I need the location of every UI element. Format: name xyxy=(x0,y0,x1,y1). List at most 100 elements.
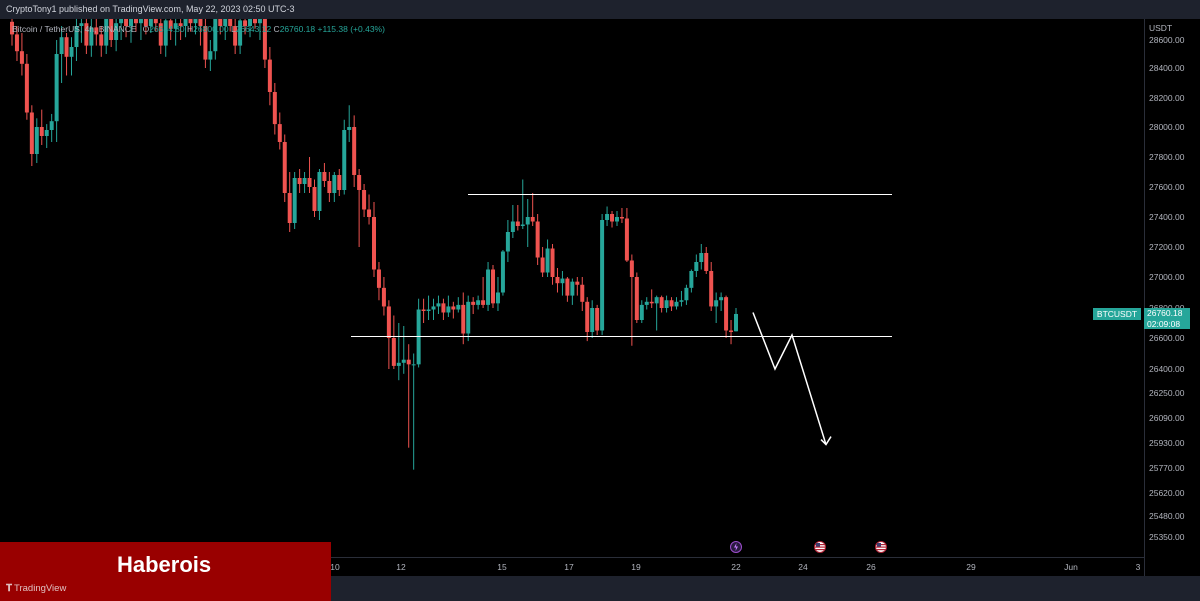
legend-open-label: O xyxy=(142,24,150,34)
candle xyxy=(267,47,272,106)
candle xyxy=(659,295,664,313)
candle xyxy=(257,19,262,40)
legend-high-label: H xyxy=(187,24,194,34)
candle xyxy=(386,300,391,369)
candle-body xyxy=(585,301,590,332)
legend-symbol[interactable]: Bitcoin / TetherUS, 4h, BINANCE xyxy=(12,24,137,34)
price-tick: 25620.00 xyxy=(1149,488,1185,498)
candle-body xyxy=(674,301,679,307)
top-bar: CryptoTony1 published on TradingView.com… xyxy=(0,0,1200,19)
candle-body xyxy=(466,301,471,334)
candle xyxy=(312,179,317,217)
candle-body xyxy=(714,300,719,307)
candle-body xyxy=(629,260,634,277)
candle xyxy=(173,19,178,46)
candle xyxy=(476,295,481,310)
candle xyxy=(639,300,644,323)
time-tick: Jun xyxy=(1064,562,1078,572)
candle xyxy=(595,304,600,335)
candle-body xyxy=(476,300,481,305)
candle xyxy=(545,239,550,277)
price-tick: 26090.00 xyxy=(1149,413,1185,423)
candle xyxy=(99,26,104,57)
candle xyxy=(148,19,153,33)
candle xyxy=(610,211,615,228)
candle-body xyxy=(19,51,24,64)
symbol-tag: BTCUSDT xyxy=(1093,308,1141,320)
candle-body xyxy=(580,284,585,302)
candle xyxy=(282,134,287,202)
time-tick: 24 xyxy=(798,562,808,572)
candle-body xyxy=(193,19,198,24)
candle-body xyxy=(129,19,134,26)
projection-path[interactable] xyxy=(752,312,827,445)
candle-body xyxy=(545,248,550,273)
candle-body xyxy=(203,26,208,60)
chart-area[interactable] xyxy=(0,19,1144,557)
candle xyxy=(347,105,352,142)
candle-body xyxy=(471,301,476,305)
candle xyxy=(342,119,347,195)
candle xyxy=(525,199,530,247)
candle xyxy=(14,26,19,61)
candle xyxy=(401,326,406,374)
candle-body xyxy=(158,23,163,46)
us-flag-icon[interactable] xyxy=(875,541,887,553)
candle xyxy=(272,83,277,135)
candle-body xyxy=(709,271,714,307)
candle-body xyxy=(525,217,530,225)
candle-body xyxy=(74,26,79,47)
candle-body xyxy=(367,209,372,217)
price-tick: 28000.00 xyxy=(1149,122,1185,132)
candle-body xyxy=(704,253,709,271)
legend-close: 26760.18 xyxy=(279,24,316,34)
candle-body xyxy=(515,221,520,226)
us-flag-icon[interactable] xyxy=(814,541,826,553)
candle-body xyxy=(694,262,699,271)
candle-body xyxy=(198,19,203,26)
candle-body xyxy=(59,37,64,54)
candle-body xyxy=(406,359,411,365)
candle xyxy=(64,33,69,76)
candle xyxy=(614,211,619,226)
candle-body xyxy=(431,306,436,310)
candle xyxy=(441,298,446,320)
candle xyxy=(193,19,198,35)
candle xyxy=(54,40,59,142)
candle xyxy=(352,115,357,187)
candle xyxy=(461,292,466,345)
candle-body xyxy=(396,362,401,366)
candle-body xyxy=(610,214,615,222)
legend-high: 26800.00 xyxy=(193,24,229,34)
lightning-icon[interactable] xyxy=(730,541,742,553)
candle xyxy=(114,19,119,52)
candle xyxy=(218,19,223,35)
candle-body xyxy=(228,19,233,26)
price-tick: 27600.00 xyxy=(1149,182,1185,192)
candle xyxy=(203,19,208,68)
candle xyxy=(664,295,669,313)
candle-body xyxy=(719,297,724,301)
candle-body xyxy=(451,306,456,310)
candle-body xyxy=(39,127,44,136)
candle-body xyxy=(456,304,461,310)
candlestick-chart[interactable] xyxy=(0,19,1144,557)
candle-body xyxy=(352,127,357,175)
candle-body xyxy=(124,19,129,26)
price-axis[interactable]: USDT 28600.00 28400.00 28200.00 28000.00 278… xyxy=(1144,19,1200,576)
candle xyxy=(252,19,257,29)
candle-body xyxy=(114,23,119,40)
price-tick: 26600.00 xyxy=(1149,333,1185,343)
price-tick: 25770.00 xyxy=(1149,463,1185,473)
price-tick: 26400.00 xyxy=(1149,364,1185,374)
candle-body xyxy=(262,19,267,60)
candle xyxy=(49,113,54,142)
candle xyxy=(163,19,168,57)
candle xyxy=(669,297,674,311)
candle xyxy=(327,172,332,202)
candle-body xyxy=(590,308,595,332)
candle-body xyxy=(575,281,580,285)
candle xyxy=(34,118,39,163)
candle-body xyxy=(649,301,654,304)
candle-body xyxy=(104,19,109,46)
